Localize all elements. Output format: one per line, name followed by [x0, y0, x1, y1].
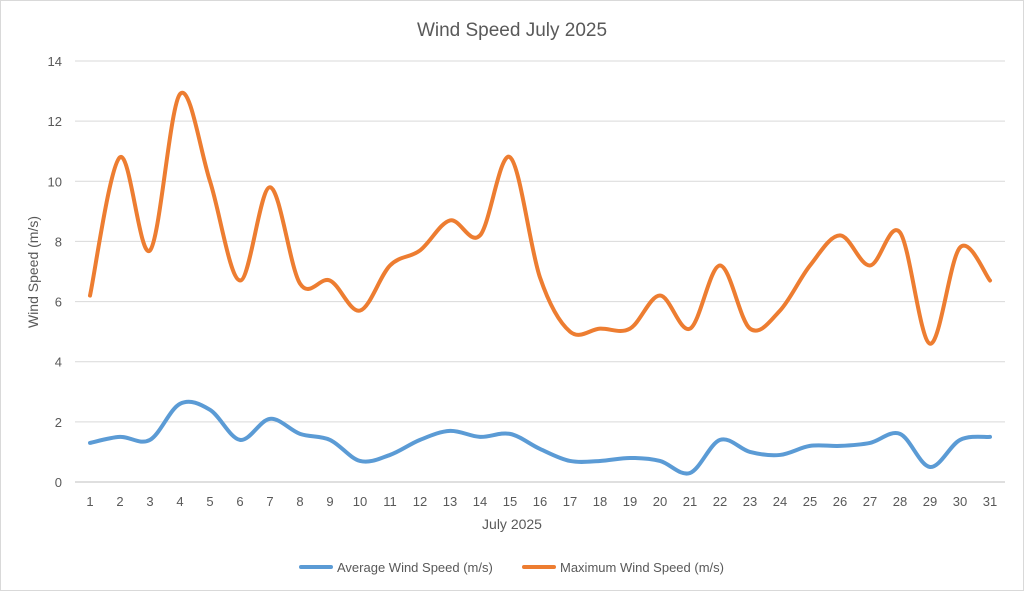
x-axis-title: July 2025: [482, 516, 542, 532]
x-tick-label: 17: [563, 494, 577, 509]
x-tick-label: 1: [86, 494, 93, 509]
x-tick-label: 22: [713, 494, 727, 509]
x-tick-label: 14: [473, 494, 487, 509]
x-tick-label: 29: [923, 494, 937, 509]
x-tick-label: 21: [683, 494, 697, 509]
y-axis-ticks: 0 2 4 6 8 10 12 14: [48, 54, 62, 490]
x-tick-label: 12: [413, 494, 427, 509]
x-tick-label: 15: [503, 494, 517, 509]
x-tick-label: 4: [176, 494, 183, 509]
x-tick-label: 28: [893, 494, 907, 509]
series-line-average: [88, 399, 992, 476]
x-tick-label: 30: [953, 494, 967, 509]
x-tick-label: 26: [833, 494, 847, 509]
x-tick-label: 3: [146, 494, 153, 509]
y-tick-label: 4: [55, 355, 62, 370]
legend-label: Average Wind Speed (m/s): [337, 560, 493, 575]
x-axis-ticks: 1 2 3 4 5 6 7 8 9 10 11 12 13 14 15 16 17 18 19 20 21 22 23 24 2…: [86, 494, 997, 509]
x-tick-label: 8: [296, 494, 303, 509]
x-tick-label: 6: [236, 494, 243, 509]
y-tick-label: 0: [55, 475, 62, 490]
y-tick-label: 8: [55, 234, 62, 249]
x-tick-label: 19: [623, 494, 637, 509]
series-line-maximum: [88, 90, 992, 346]
x-tick-label: 7: [266, 494, 273, 509]
y-tick-label: 12: [48, 114, 62, 129]
x-tick-label: 24: [773, 494, 787, 509]
x-tick-label: 2: [116, 494, 123, 509]
chart-title: Wind Speed July 2025: [417, 20, 607, 41]
x-tick-label: 31: [983, 494, 997, 509]
x-tick-label: 27: [863, 494, 877, 509]
gridlines: [75, 60, 1005, 483]
y-tick-label: 2: [55, 415, 62, 430]
x-tick-label: 16: [533, 494, 547, 509]
x-tick-label: 25: [803, 494, 817, 509]
x-tick-label: 10: [353, 494, 367, 509]
x-tick-label: 23: [743, 494, 757, 509]
y-tick-label: 14: [48, 54, 62, 69]
x-tick-label: 20: [653, 494, 667, 509]
x-tick-label: 13: [443, 494, 457, 509]
x-tick-label: 11: [383, 494, 397, 509]
x-tick-label: 9: [326, 494, 333, 509]
x-tick-label: 5: [206, 494, 213, 509]
y-tick-label: 6: [55, 295, 62, 310]
x-tick-label: 18: [593, 494, 607, 509]
y-tick-label: 10: [48, 174, 62, 189]
legend-label: Maximum Wind Speed (m/s): [560, 560, 724, 575]
legend: Average Wind Speed (m/s) Maximum Wind Spe…: [299, 560, 724, 575]
series-lines: [88, 90, 992, 476]
y-axis-title: Wind Speed (m/s): [25, 216, 41, 328]
